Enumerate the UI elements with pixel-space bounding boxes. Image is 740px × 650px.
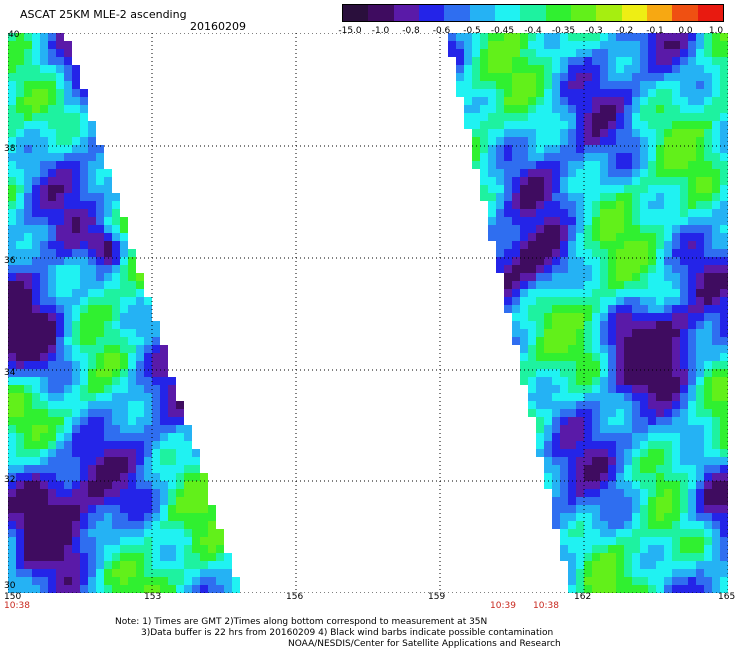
x-label-165: 165: [718, 592, 736, 602]
time-mid-2: 10:38: [533, 601, 559, 611]
x-label-153: 153: [144, 592, 162, 602]
colorbar-swatch: [444, 5, 470, 21]
note-line-3: NOAA/NESDIS/Center for Satellite Applica…: [288, 639, 561, 649]
colorbar-tick-label: -0.35: [551, 26, 576, 36]
colorbar-swatch: [545, 5, 571, 21]
colorbar-tick-label: -0.6: [432, 26, 451, 36]
colorbar-swatch: [570, 5, 597, 21]
colorbar-swatch: [672, 5, 698, 21]
y-label-34: 34: [4, 368, 16, 378]
colorbar-tick-label: -1.0: [371, 26, 390, 36]
swath-map: [8, 33, 728, 593]
colorbar: [342, 4, 724, 22]
y-label-30: 30: [4, 581, 16, 591]
colorbar-swatch: [596, 5, 622, 21]
x-label-159: 159: [428, 592, 446, 602]
y-label-36: 36: [4, 256, 16, 266]
colorbar-tick-label: -0.5: [463, 26, 481, 36]
colorbar-swatch: [494, 5, 521, 21]
colorbar-swatch: [368, 5, 394, 21]
colorbar-swatch: [621, 5, 647, 21]
colorbar-swatch: [343, 5, 369, 21]
x-label-162: 162: [574, 592, 592, 602]
colorbar-tick-label: 1.0: [708, 26, 724, 36]
y-label-40: 40: [8, 30, 20, 40]
colorbar-tick-label: -0.2: [615, 26, 634, 36]
x-label-150: 150: [4, 592, 22, 602]
colorbar-tick-label: -0.8: [402, 26, 420, 36]
colorbar-tick-label: -0.45: [490, 26, 515, 36]
time-left: 10:38: [4, 601, 30, 611]
colorbar-swatch: [697, 5, 723, 21]
colorbar-swatch: [469, 5, 495, 21]
note-line-2: 3)Data buffer is 22 hrs from 20160209 4)…: [141, 628, 554, 638]
map-title: ASCAT 25KM MLE-2 ascending: [20, 8, 187, 21]
colorbar-swatch: [418, 5, 445, 21]
colorbar-tick-label: -15.0: [338, 26, 362, 36]
x-label-156: 156: [286, 592, 304, 602]
y-label-32: 32: [4, 475, 16, 485]
colorbar-tick-label: 0.0: [678, 26, 693, 36]
time-mid-1: 10:39: [490, 601, 516, 611]
colorbar-swatch: [393, 5, 419, 21]
y-label-38: 38: [4, 144, 16, 154]
colorbar-tick-label: -0.1: [646, 26, 664, 36]
colorbar-tick-label: -0.4: [524, 26, 542, 36]
colorbar-tick-label: -0.3: [585, 26, 603, 36]
colorbar-swatch: [646, 5, 673, 21]
map-date: 20160209: [190, 20, 246, 33]
colorbar-swatch: [520, 5, 546, 21]
note-line-1: Note: 1) Times are GMT 2)Times along bot…: [115, 617, 488, 627]
